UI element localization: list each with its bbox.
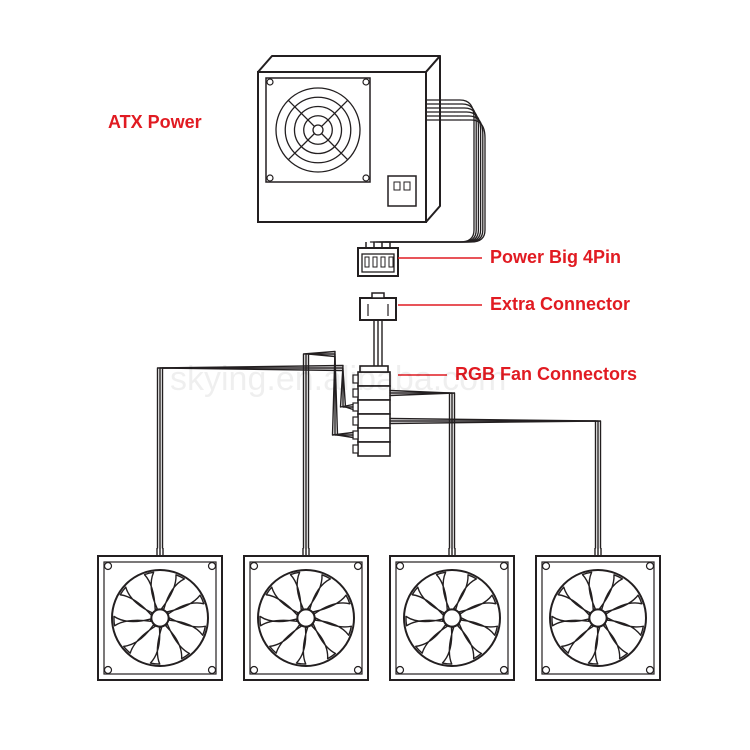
rgb-fan [390, 548, 514, 680]
label-atx-power: ATX Power [108, 112, 202, 132]
rgb-fan [244, 548, 368, 680]
label-extra-connector: Extra Connector [398, 294, 630, 314]
extra-connector [360, 293, 396, 320]
rgb-fan [98, 548, 222, 680]
svg-text:Power Big 4Pin: Power Big 4Pin [490, 247, 621, 267]
watermark: skying.en.alibaba.com [170, 360, 506, 398]
svg-text:Extra Connector: Extra Connector [490, 294, 630, 314]
psu [258, 56, 485, 248]
label-power-4pin: Power Big 4Pin [398, 247, 621, 267]
wiring-diagram: ATX PowerPower Big 4PinExtra ConnectorRG… [0, 0, 750, 750]
rgb-fan [536, 548, 660, 680]
molex-4pin [358, 248, 398, 276]
